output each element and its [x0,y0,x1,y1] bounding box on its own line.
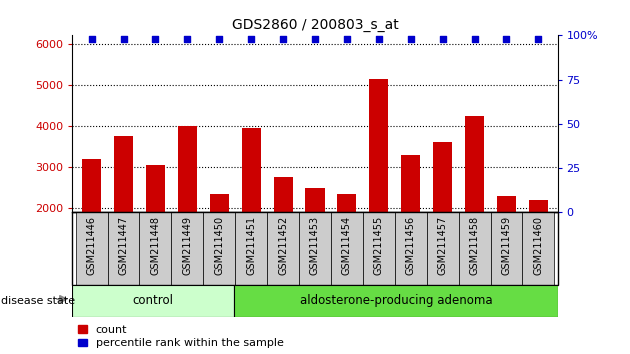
Point [118,36,129,42]
FancyBboxPatch shape [234,285,558,317]
FancyBboxPatch shape [459,212,491,285]
FancyBboxPatch shape [72,285,234,317]
Bar [146,165,165,212]
FancyBboxPatch shape [491,212,522,285]
Point [342,36,352,42]
Text: GSM211460: GSM211460 [534,216,544,275]
Point [151,36,161,42]
FancyBboxPatch shape [363,212,395,285]
Legend: count, percentile rank within the sample: count, percentile rank within the sample [78,325,284,348]
Text: GSM211450: GSM211450 [214,216,224,275]
Text: GSM211452: GSM211452 [278,216,288,275]
FancyBboxPatch shape [171,212,203,285]
Text: GSM211453: GSM211453 [310,216,320,275]
Text: GSM211447: GSM211447 [118,216,129,275]
Bar [465,116,484,212]
Bar [497,196,516,212]
Point [501,36,512,42]
Text: GSM211449: GSM211449 [182,216,192,275]
Bar [369,79,389,212]
Bar [529,200,548,212]
Text: GSM211458: GSM211458 [469,216,479,275]
Title: GDS2860 / 200803_s_at: GDS2860 / 200803_s_at [232,18,398,32]
Point [182,36,192,42]
Point [246,36,256,42]
Point [310,36,320,42]
FancyBboxPatch shape [108,212,139,285]
Point [534,36,544,42]
Text: GSM211451: GSM211451 [246,216,256,275]
Bar [241,128,261,212]
Text: GSM211455: GSM211455 [374,216,384,275]
FancyBboxPatch shape [299,212,331,285]
Bar [114,136,133,212]
Text: disease state: disease state [1,296,76,306]
FancyBboxPatch shape [235,212,267,285]
Bar [273,177,293,212]
Bar [82,159,101,212]
Text: GSM211446: GSM211446 [86,216,96,275]
Text: GSM211454: GSM211454 [342,216,352,275]
Point [406,36,416,42]
Text: GSM211457: GSM211457 [438,216,448,275]
Text: control: control [133,295,174,307]
FancyBboxPatch shape [76,212,108,285]
Point [214,36,224,42]
Point [438,36,448,42]
Text: GSM211448: GSM211448 [151,216,161,275]
Point [374,36,384,42]
FancyBboxPatch shape [522,212,554,285]
Bar [306,188,324,212]
FancyBboxPatch shape [395,212,427,285]
FancyBboxPatch shape [203,212,235,285]
Point [86,36,96,42]
FancyBboxPatch shape [139,212,171,285]
FancyBboxPatch shape [267,212,299,285]
Point [469,36,479,42]
Text: GSM211456: GSM211456 [406,216,416,275]
Bar [337,194,357,212]
FancyBboxPatch shape [427,212,459,285]
Point [278,36,288,42]
Bar [178,126,197,212]
Text: aldosterone-producing adenoma: aldosterone-producing adenoma [299,295,492,307]
FancyBboxPatch shape [331,212,363,285]
Text: GSM211459: GSM211459 [501,216,512,275]
Bar [401,155,420,212]
Bar [433,142,452,212]
Bar [210,194,229,212]
